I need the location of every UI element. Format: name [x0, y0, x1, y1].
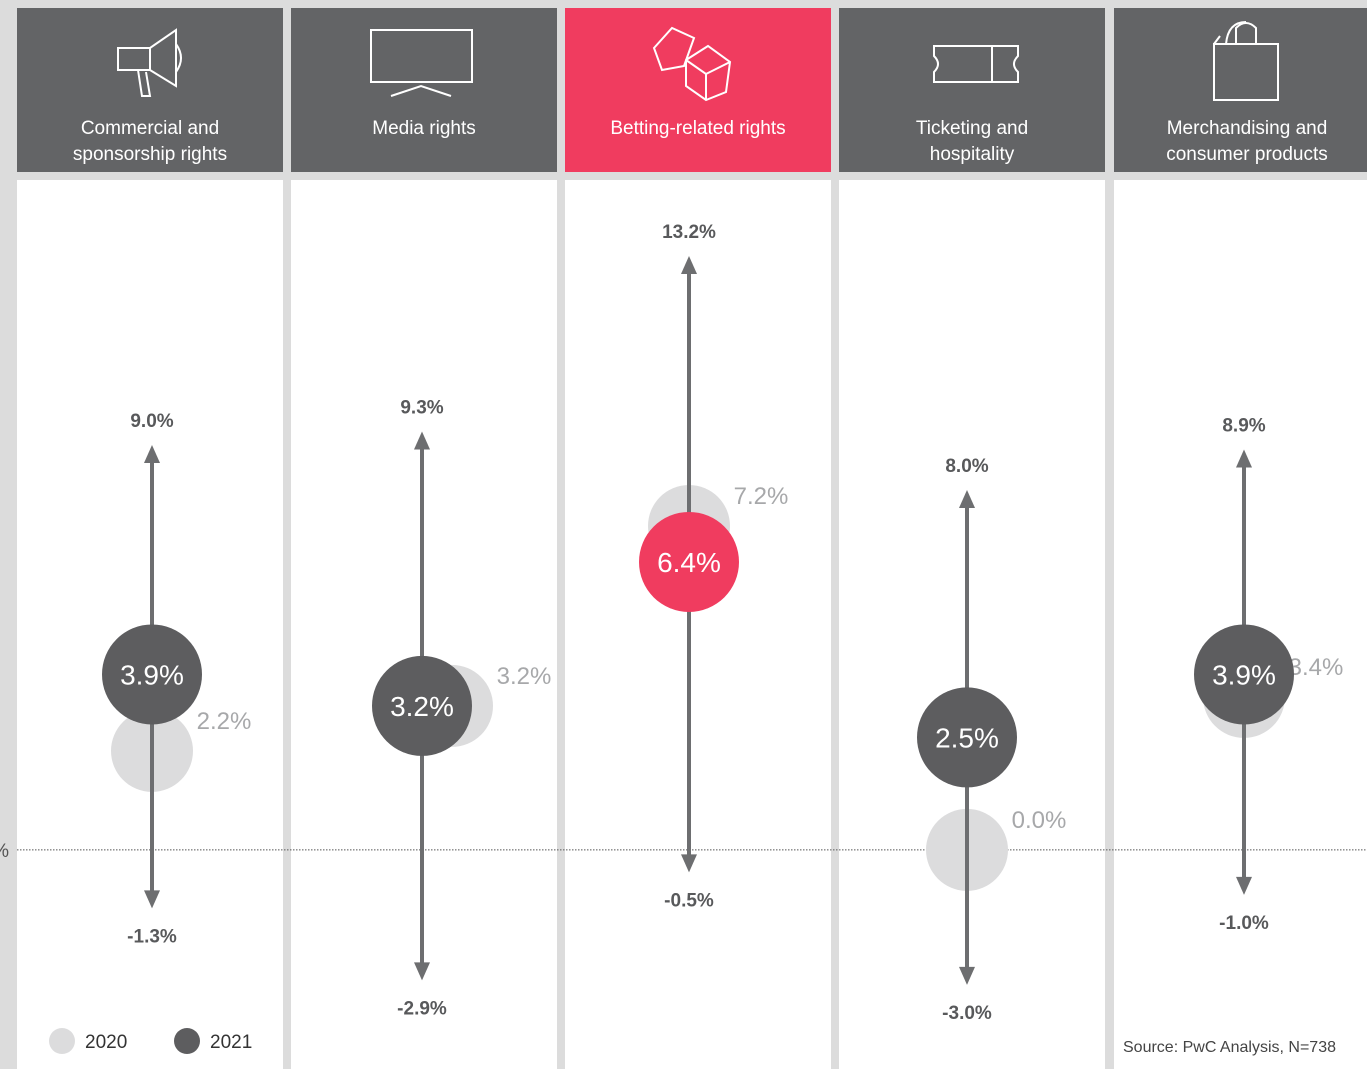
low-label: -3.0%	[942, 1003, 992, 1024]
dot-2021	[102, 624, 202, 725]
low-label: -1.3%	[127, 926, 177, 947]
dot-2021	[917, 687, 1017, 788]
high-label: 9.0%	[130, 411, 173, 432]
panel	[839, 180, 1105, 1069]
arrowhead-high	[681, 256, 697, 275]
arrowhead-high	[959, 489, 975, 508]
label-2020: 2.2%	[197, 708, 252, 735]
panel	[565, 180, 831, 1069]
label-2020: 0.0%	[1012, 807, 1067, 834]
category-header: Media rights	[291, 8, 557, 172]
category-header: Ticketing and hospitality	[839, 8, 1105, 172]
source-note: Source: PwC Analysis, N=738	[1123, 1039, 1336, 1056]
high-label: 9.3%	[400, 397, 443, 418]
arrowhead-low	[1236, 876, 1252, 895]
label-2021: 6.4%	[657, 547, 721, 578]
category-label: Merchandising and consumer products	[1166, 118, 1328, 165]
category-label: Ticketing and hospitality	[915, 118, 1029, 165]
label-2021: 3.9%	[120, 659, 184, 690]
arrowhead-low	[414, 962, 430, 981]
legend-swatch	[49, 1028, 75, 1054]
panel	[1114, 180, 1367, 1069]
label-2021: 3.9%	[1212, 659, 1276, 690]
low-label: -1.0%	[1219, 913, 1269, 934]
legend-label: 2020	[85, 1032, 127, 1053]
category-header: Merchandising and consumer products	[1114, 8, 1367, 172]
legend-swatch	[174, 1028, 200, 1054]
arrowhead-low	[144, 890, 160, 909]
label-2020: 3.2%	[497, 663, 552, 690]
category-label: Media rights	[372, 118, 476, 139]
dot-2021	[372, 655, 472, 756]
arrowhead-low	[681, 854, 697, 873]
low-label: -2.9%	[397, 998, 447, 1019]
category-label: Commercial and sponsorship rights	[72, 118, 228, 165]
legend-label: 2021	[210, 1032, 252, 1053]
high-label: 8.0%	[945, 456, 988, 477]
arrowhead-high	[144, 444, 160, 463]
category-header: Commercial and sponsorship rights	[17, 8, 283, 172]
label-2020: 3.4%	[1289, 654, 1344, 681]
high-label: 13.2%	[662, 222, 716, 243]
arrowhead-high	[414, 431, 430, 450]
label-2021: 2.5%	[935, 722, 999, 753]
category-label: Betting-related rights	[610, 118, 786, 139]
icons	[117, 21, 1279, 102]
arrowhead-high	[1236, 449, 1252, 468]
category-header: Betting-related rights	[565, 8, 831, 172]
arrowhead-low	[959, 966, 975, 985]
dot-2021	[1194, 624, 1294, 725]
dot-2021	[639, 511, 739, 612]
label-2020: 7.2%	[734, 483, 789, 510]
low-label: -0.5%	[664, 890, 714, 911]
label-2021: 3.2%	[390, 691, 454, 722]
high-label: 8.9%	[1222, 415, 1265, 436]
y-tick-label: 0%	[0, 841, 9, 862]
